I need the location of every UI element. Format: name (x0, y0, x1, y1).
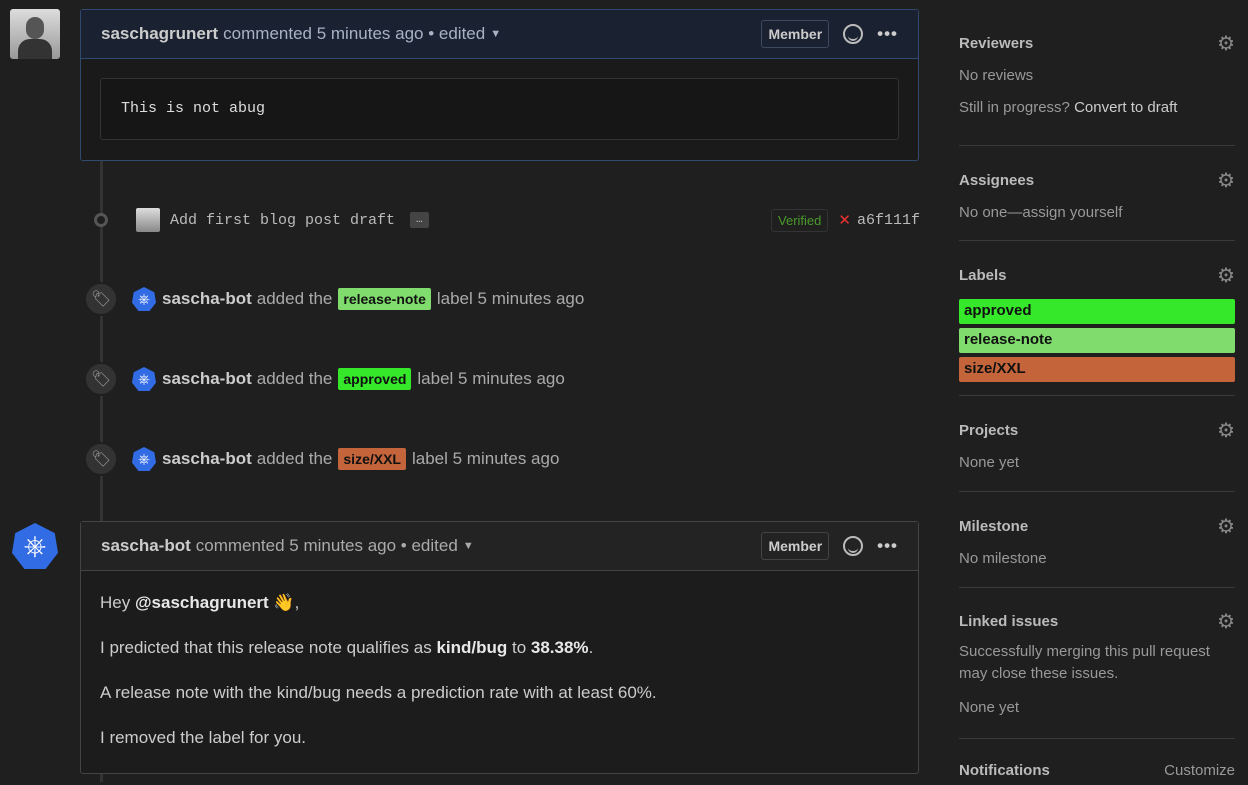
gear-icon[interactable]: ⚙ (1217, 609, 1235, 633)
commit-avatar[interactable] (136, 208, 160, 232)
label-event: 🏷 ⎈ sascha-bot added the release-note la… (84, 281, 584, 317)
event-time: label 5 minutes ago (436, 289, 585, 308)
comment-meta[interactable]: commented 5 minutes ago • edited (223, 24, 486, 43)
member-badge: Member (761, 20, 830, 48)
section-title[interactable]: Assignees (959, 171, 1035, 189)
section-title[interactable]: Linked issues (959, 612, 1059, 630)
sidebar-notifications: Notifications Customize (959, 762, 1235, 779)
section-title[interactable]: Labels (959, 266, 1007, 284)
gear-icon[interactable]: ⚙ (1217, 31, 1235, 55)
sidebar-labels: Labels ⚙ approved release-note size/XXL (959, 263, 1235, 386)
avatar-sascha-bot[interactable]: ⎈ (12, 523, 58, 569)
label-approved[interactable]: approved (959, 299, 1235, 324)
event-actor[interactable]: sascha-bot (162, 449, 252, 468)
sidebar-reviewers: Reviewers ⚙ No reviews Still in progress?… (959, 31, 1235, 119)
section-text: No reviews (959, 67, 1034, 84)
section-title[interactable]: Projects (959, 421, 1019, 439)
tag-icon: 🏷 (84, 362, 118, 396)
label-badge[interactable]: size/XXL (338, 448, 406, 470)
gear-icon[interactable]: ⚙ (1217, 168, 1235, 192)
member-badge: Member (761, 532, 830, 560)
verified-badge[interactable]: Verified (771, 208, 829, 232)
removed-text: I removed the label for you. (100, 728, 307, 747)
label-size-xxl[interactable]: size/XXL (959, 357, 1235, 382)
avatar-saschagrunert[interactable] (10, 9, 60, 59)
event-text: added the (256, 289, 333, 308)
kubernetes-avatar-icon[interactable]: ⎈ (132, 287, 156, 311)
section-text: No milestone (959, 550, 1047, 567)
commit-icon (94, 213, 108, 227)
sidebar-linked-issues: Linked issues ⚙ Successfully merging this… (959, 609, 1235, 719)
chevron-down-icon[interactable]: ▼ (490, 28, 502, 40)
kubernetes-avatar-icon[interactable]: ⎈ (132, 367, 156, 391)
sidebar: Reviewers ⚙ No reviews Still in progress?… (959, 0, 1235, 782)
convert-to-draft-link[interactable]: Convert to draft (1074, 99, 1178, 116)
event-text: added the (256, 369, 333, 388)
sidebar-projects: Projects ⚙ None yet (959, 418, 1235, 474)
label-event: 🏷 ⎈ sascha-bot added the approved label … (84, 361, 565, 397)
commit-row: Add first blog post draft … Verified ✕ a… (90, 206, 920, 234)
event-time: label 5 minutes ago (411, 449, 560, 468)
section-title: Notifications (959, 762, 1050, 779)
smiley-icon[interactable] (843, 24, 864, 44)
comment-author[interactable]: saschagrunert (101, 24, 219, 43)
event-actor[interactable]: sascha-bot (162, 369, 252, 388)
event-time: label 5 minutes ago (417, 369, 565, 388)
gear-icon[interactable]: ⚙ (1217, 263, 1235, 287)
comment-sascha-bot: sascha-bot commented 5 minutes ago • edi… (80, 521, 919, 774)
section-title[interactable]: Milestone (959, 517, 1029, 535)
gear-icon[interactable]: ⚙ (1217, 514, 1235, 538)
section-title[interactable]: Reviewers (959, 34, 1034, 52)
assign-yourself-link[interactable]: No one—assign yourself (959, 204, 1123, 221)
tag-icon: 🏷 (84, 282, 118, 316)
label-badge[interactable]: approved (338, 368, 412, 390)
section-text: Successfully merging this pull request m… (959, 643, 1210, 682)
tag-icon: 🏷 (84, 442, 118, 476)
comment-saschagrunert: saschagrunert commented 5 minutes ago • … (80, 9, 919, 161)
label-event: 🏷 ⎈ sascha-bot added the size/XXL label … (84, 441, 559, 477)
threshold-text: A release note with the kind/bug needs a… (100, 683, 657, 702)
comment-meta[interactable]: commented 5 minutes ago • edited (195, 536, 458, 555)
comment-body: Hey @saschagrunert 👋, I predicted that t… (81, 571, 918, 785)
comment-code-block: This is not abug (100, 78, 899, 140)
label-release-note[interactable]: release-note (959, 328, 1235, 353)
comment-author[interactable]: sascha-bot (101, 536, 191, 555)
label-badge[interactable]: release-note (338, 288, 431, 310)
chevron-down-icon[interactable]: ▼ (462, 540, 474, 552)
prediction-text: I predicted that this release note quali… (100, 638, 594, 657)
mention-link[interactable]: @saschagrunert (134, 593, 269, 612)
smiley-icon[interactable] (843, 536, 864, 556)
customize-link[interactable]: Customize (1164, 762, 1235, 779)
draft-prompt: Still in progress? (959, 99, 1075, 116)
greeting: Hey @saschagrunert 👋, (100, 593, 300, 612)
kebab-icon[interactable]: ••• (877, 24, 898, 43)
kebab-icon[interactable]: ••• (877, 536, 898, 555)
event-actor[interactable]: sascha-bot (162, 289, 252, 308)
commit-sha[interactable]: a6f111f (856, 211, 920, 229)
gear-icon[interactable]: ⚙ (1217, 418, 1235, 442)
commit-message[interactable]: Add first blog post draft (170, 211, 396, 229)
expand-commit-button[interactable]: … (410, 212, 429, 228)
sidebar-milestone: Milestone ⚙ No milestone (959, 514, 1235, 570)
sidebar-assignees: Assignees ⚙ No one—assign yourself (959, 168, 1235, 224)
kubernetes-avatar-icon[interactable]: ⎈ (132, 447, 156, 471)
comment-header: saschagrunert commented 5 minutes ago • … (81, 10, 918, 59)
event-text: added the (256, 449, 333, 468)
section-text: None yet (959, 699, 1020, 716)
section-text: None yet (959, 454, 1020, 471)
x-icon[interactable]: ✕ (838, 211, 851, 229)
comment-header: sascha-bot commented 5 minutes ago • edi… (81, 522, 918, 571)
